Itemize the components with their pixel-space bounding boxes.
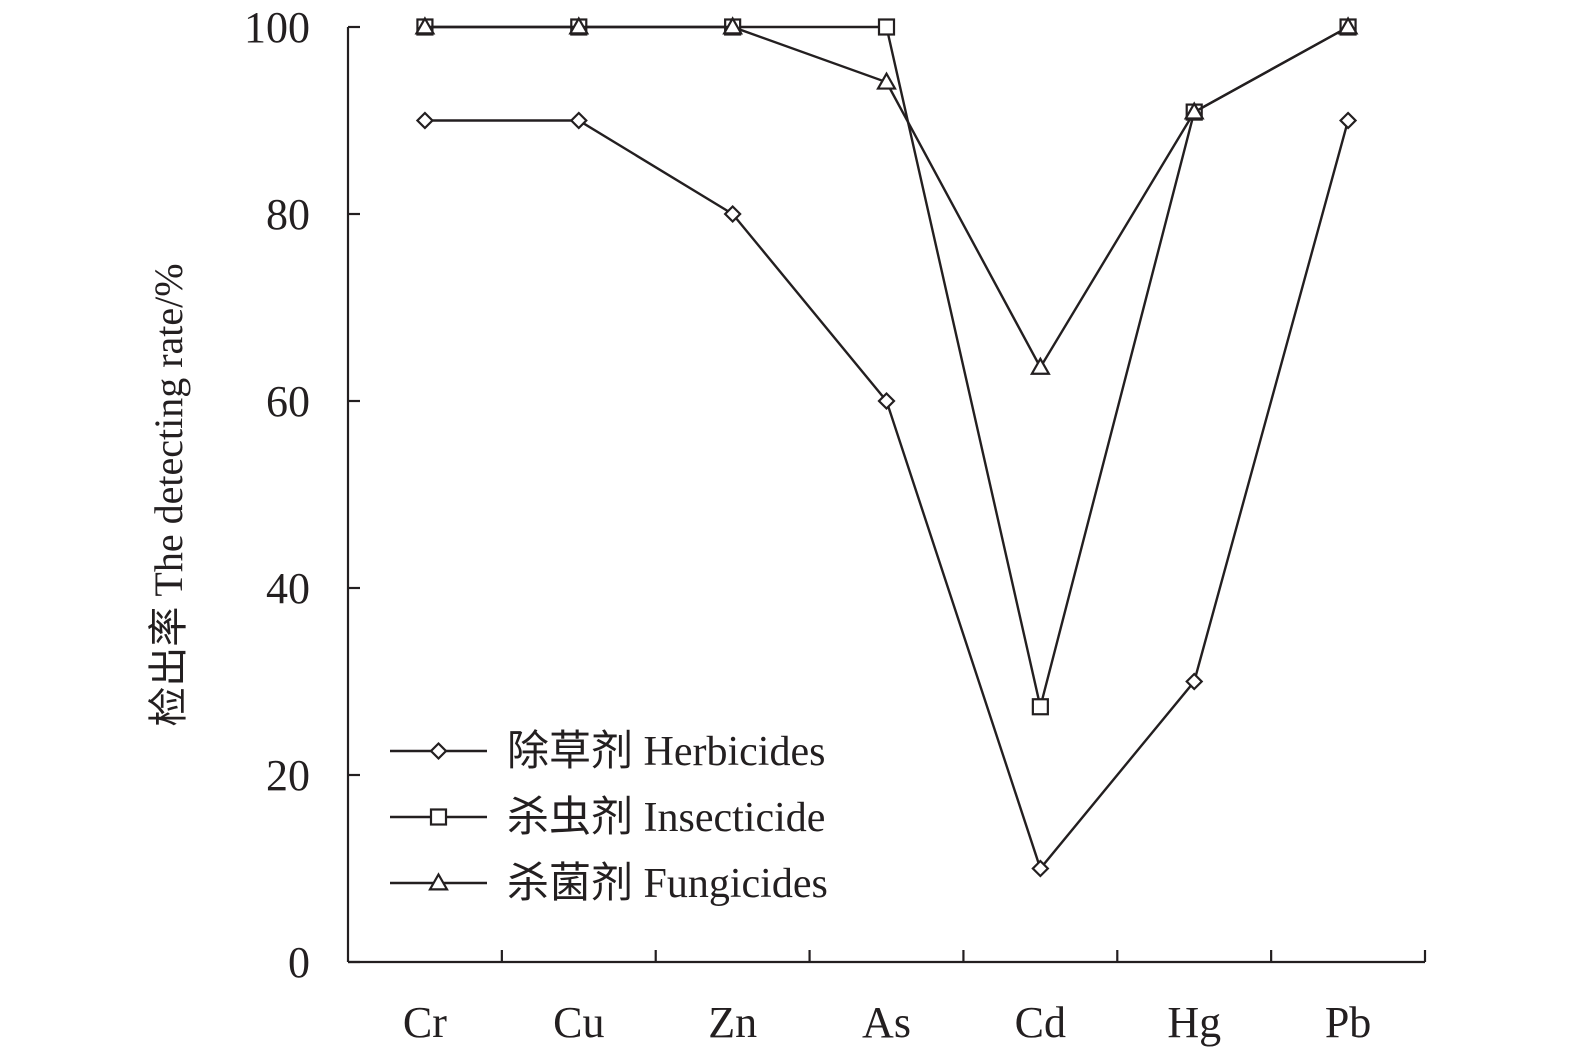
data-point-diamond xyxy=(723,204,742,224)
y-tick-label: 0 xyxy=(288,938,310,987)
legend-entry: 杀虫剂 Insecticide xyxy=(390,795,825,841)
series-group xyxy=(414,16,1359,878)
data-point-triangle xyxy=(1337,16,1359,35)
data-point-diamond xyxy=(1031,859,1050,878)
data-point-diamond xyxy=(415,111,434,130)
axes: 0 20 40 60 80 100 Cr Cu Zn As Cd Hg Pb xyxy=(244,3,1427,1047)
data-point-triangle xyxy=(876,71,897,90)
x-tick-label: Cd xyxy=(1015,998,1066,1047)
data-point-diamond xyxy=(1185,672,1204,691)
data-point-triangle xyxy=(1183,101,1205,120)
series-triangle xyxy=(414,16,1359,375)
data-point-square xyxy=(1031,698,1049,716)
legend-entry: 除草剂 Herbicides xyxy=(390,728,825,775)
series-diamond xyxy=(415,111,1358,878)
data-point-diamond xyxy=(569,111,588,130)
x-tick-label: Pb xyxy=(1325,998,1371,1047)
y-axis-title: 检出率 The detecting rate/% xyxy=(146,263,191,726)
x-tick-label: Cu xyxy=(553,998,604,1047)
x-tick-label: Cr xyxy=(403,998,447,1047)
data-point-triangle xyxy=(1029,356,1051,375)
legend-entry: 杀菌剂 Fungicides xyxy=(390,861,828,907)
data-point-triangle xyxy=(414,16,436,35)
data-point-triangle xyxy=(722,16,744,35)
y-tick-label: 80 xyxy=(266,190,310,239)
legend-label: 杀菌剂 Fungicides xyxy=(507,861,828,907)
triangle-marker xyxy=(428,872,449,891)
series-line xyxy=(424,25,1349,708)
x-tick-label: Hg xyxy=(1167,998,1221,1047)
legend: 除草剂 Herbicides 杀虫剂 Insecticide 杀菌剂 Fungici… xyxy=(390,728,828,907)
diamond-marker xyxy=(429,741,448,761)
y-tick-label: 40 xyxy=(266,564,310,613)
data-point-square xyxy=(877,18,896,36)
x-tick-label: As xyxy=(862,998,911,1047)
legend-label: 除草剂 Herbicides xyxy=(507,728,825,775)
legend-label: 杀虫剂 Insecticide xyxy=(507,795,825,841)
square-marker xyxy=(429,808,448,826)
data-point-triangle xyxy=(568,16,590,35)
data-point-diamond xyxy=(877,391,896,411)
x-tick-label: Zn xyxy=(708,998,757,1047)
y-tick-label: 60 xyxy=(266,377,310,426)
data-point-diamond xyxy=(1339,111,1358,130)
y-tick-label: 20 xyxy=(266,751,310,800)
y-tick-label: 100 xyxy=(244,3,310,52)
